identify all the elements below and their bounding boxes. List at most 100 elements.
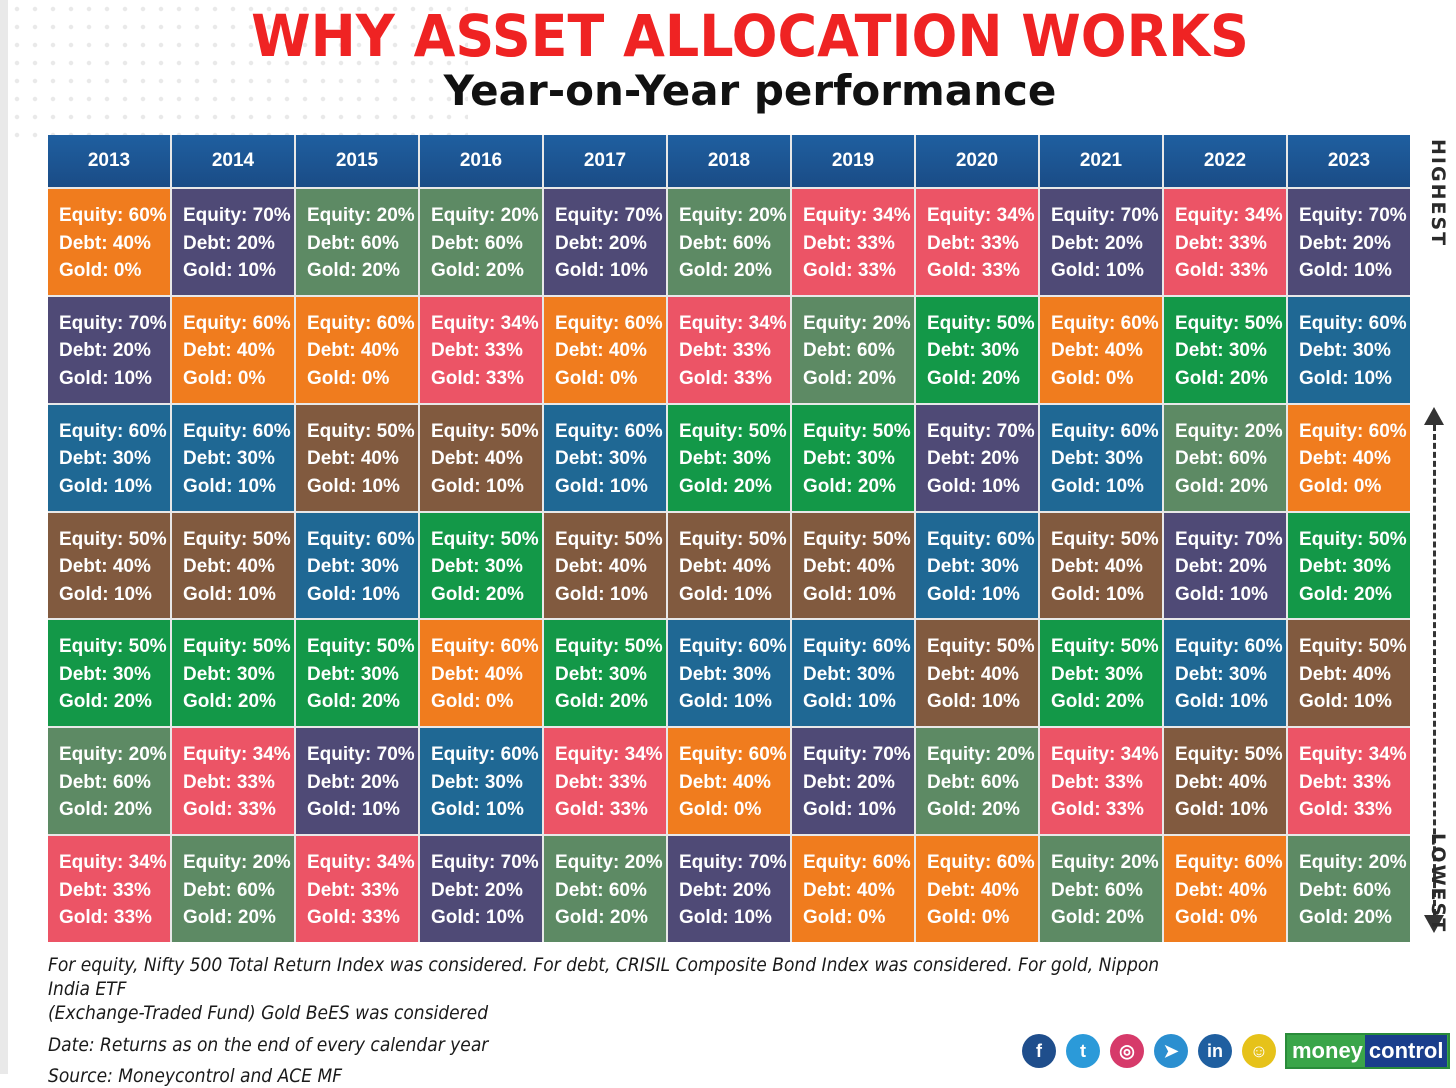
debt-value: Debt: 40% <box>679 771 771 793</box>
equity-value: Equity: 60% <box>679 744 787 766</box>
debt-value: Debt: 60% <box>679 232 771 254</box>
allocation-cell: Equity: 50% Debt: 40% Gold: 10% <box>420 404 542 511</box>
debt-value: Debt: 40% <box>1175 879 1267 901</box>
allocation-cell: Equity: 34% Debt: 33% Gold: 33% <box>48 836 170 942</box>
gold-value: Gold: 10% <box>679 583 772 605</box>
allocation-cell: Equity: 34% Debt: 33% Gold: 33% <box>668 296 790 403</box>
snapchat-icon[interactable]: ☺ <box>1242 1034 1276 1068</box>
gold-value: Gold: 10% <box>307 583 400 605</box>
allocation-cell: Equity: 50% Debt: 30% Gold: 20% <box>172 620 294 727</box>
debt-value: Debt: 20% <box>59 340 151 362</box>
footnotes: For equity, Nifty 500 Total Return Index… <box>48 953 1168 1088</box>
equity-value: Equity: 20% <box>803 312 911 334</box>
equity-value: Equity: 20% <box>679 205 787 226</box>
telegram-icon[interactable]: ➤ <box>1154 1034 1188 1068</box>
logo-part-1: money <box>1292 1038 1363 1063</box>
year-header: 2019 <box>792 135 914 187</box>
gold-value: Gold: 33% <box>183 799 276 821</box>
equity-value: Equity: 34% <box>1051 744 1159 766</box>
equity-value: Equity: 50% <box>1299 636 1407 658</box>
equity-value: Equity: 60% <box>431 636 539 658</box>
debt-value: Debt: 60% <box>183 879 275 901</box>
gold-value: Gold: 33% <box>927 260 1020 281</box>
equity-value: Equity: 60% <box>183 312 291 334</box>
allocation-cell: Equity: 50% Debt: 40% Gold: 10% <box>48 512 170 619</box>
gold-value: Gold: 0% <box>59 260 142 281</box>
gold-value: Gold: 10% <box>1175 583 1268 605</box>
allocation-cell: Equity: 50% Debt: 40% Gold: 10% <box>916 620 1038 727</box>
gold-value: Gold: 20% <box>307 260 400 281</box>
debt-value: Debt: 60% <box>803 340 895 362</box>
debt-value: Debt: 33% <box>1051 771 1143 793</box>
debt-value: Debt: 40% <box>1175 771 1267 793</box>
equity-value: Equity: 20% <box>183 852 291 874</box>
allocation-cell: Equity: 60% Debt: 30% Gold: 10% <box>420 728 542 835</box>
linkedin-icon[interactable]: in <box>1198 1034 1232 1068</box>
allocation-cell: Equity: 50% Debt: 30% Gold: 20% <box>792 404 914 511</box>
gold-value: Gold: 10% <box>307 799 400 821</box>
logo-part-2: control <box>1364 1035 1448 1067</box>
equity-value: Equity: 50% <box>1051 528 1159 550</box>
gold-value: Gold: 20% <box>679 260 772 281</box>
allocation-cell: Equity: 50% Debt: 40% Gold: 10% <box>1288 620 1410 727</box>
allocation-cell: Equity: 60% Debt: 30% Gold: 10% <box>1040 404 1162 511</box>
gold-value: Gold: 20% <box>1299 583 1392 605</box>
debt-value: Debt: 20% <box>183 232 275 254</box>
gold-value: Gold: 33% <box>555 799 648 821</box>
debt-value: Debt: 30% <box>1051 448 1143 470</box>
moneycontrol-logo[interactable]: money control <box>1285 1033 1450 1069</box>
gold-value: Gold: 0% <box>1299 475 1382 497</box>
allocation-cell: Equity: 20% Debt: 60% Gold: 20% <box>1164 404 1286 511</box>
instagram-icon[interactable]: ◎ <box>1110 1034 1144 1068</box>
debt-value: Debt: 40% <box>307 340 399 362</box>
allocation-cell: Equity: 60% Debt: 30% Gold: 10% <box>544 404 666 511</box>
allocation-cell: Equity: 70% Debt: 20% Gold: 10% <box>792 728 914 835</box>
equity-value: Equity: 20% <box>1299 852 1407 874</box>
debt-value: Debt: 40% <box>431 448 523 470</box>
allocation-cell: Equity: 50% Debt: 40% Gold: 10% <box>296 404 418 511</box>
debt-value: Debt: 40% <box>59 556 151 578</box>
allocation-cell: Equity: 34% Debt: 33% Gold: 33% <box>1288 728 1410 835</box>
equity-value: Equity: 20% <box>1175 420 1283 442</box>
equity-value: Equity: 50% <box>307 420 415 442</box>
equity-value: Equity: 50% <box>679 528 787 550</box>
allocation-cell: Equity: 70% Debt: 20% Gold: 10% <box>1164 512 1286 619</box>
page-subtitle: Year-on-Year performance <box>443 66 1057 115</box>
allocation-cell: Equity: 34% Debt: 33% Gold: 33% <box>544 728 666 835</box>
year-header: 2022 <box>1164 135 1286 187</box>
debt-value: Debt: 30% <box>183 663 275 685</box>
equity-value: Equity: 50% <box>307 636 415 658</box>
year-header: 2014 <box>172 135 294 187</box>
debt-value: Debt: 40% <box>431 663 523 685</box>
gold-value: Gold: 0% <box>927 907 1010 929</box>
gold-value: Gold: 10% <box>431 907 524 929</box>
twitter-icon[interactable]: t <box>1066 1034 1100 1068</box>
gold-value: Gold: 20% <box>803 475 896 497</box>
gold-value: Gold: 10% <box>1299 691 1392 713</box>
debt-value: Debt: 20% <box>555 232 647 254</box>
allocation-cell: Equity: 70% Debt: 20% Gold: 10% <box>668 836 790 942</box>
debt-value: Debt: 40% <box>1299 448 1391 470</box>
equity-value: Equity: 60% <box>183 420 291 442</box>
equity-value: Equity: 50% <box>803 420 911 442</box>
gold-value: Gold: 10% <box>679 907 772 929</box>
facebook-icon[interactable]: f <box>1022 1034 1056 1068</box>
date-note: Date: Returns as on the end of every cal… <box>48 1034 489 1056</box>
allocation-cell: Equity: 20% Debt: 60% Gold: 20% <box>172 836 294 942</box>
equity-value: Equity: 50% <box>59 636 167 658</box>
gold-value: Gold: 33% <box>1299 799 1392 821</box>
allocation-cell: Equity: 20% Debt: 60% Gold: 20% <box>668 189 790 295</box>
allocation-cell: Equity: 50% Debt: 30% Gold: 20% <box>1164 296 1286 403</box>
gold-value: Gold: 10% <box>1175 691 1268 713</box>
equity-value: Equity: 50% <box>183 528 291 550</box>
year-header: 2016 <box>420 135 542 187</box>
gold-value: Gold: 20% <box>1299 907 1392 929</box>
gold-value: Gold: 10% <box>431 475 524 497</box>
gold-value: Gold: 20% <box>679 475 772 497</box>
equity-value: Equity: 20% <box>307 205 415 226</box>
footnote-line-1: For equity, Nifty 500 Total Return Index… <box>48 954 1160 1000</box>
gold-value: Gold: 10% <box>307 475 400 497</box>
gold-value: Gold: 20% <box>307 691 400 713</box>
gold-value: Gold: 10% <box>927 691 1020 713</box>
equity-value: Equity: 70% <box>1175 528 1283 550</box>
